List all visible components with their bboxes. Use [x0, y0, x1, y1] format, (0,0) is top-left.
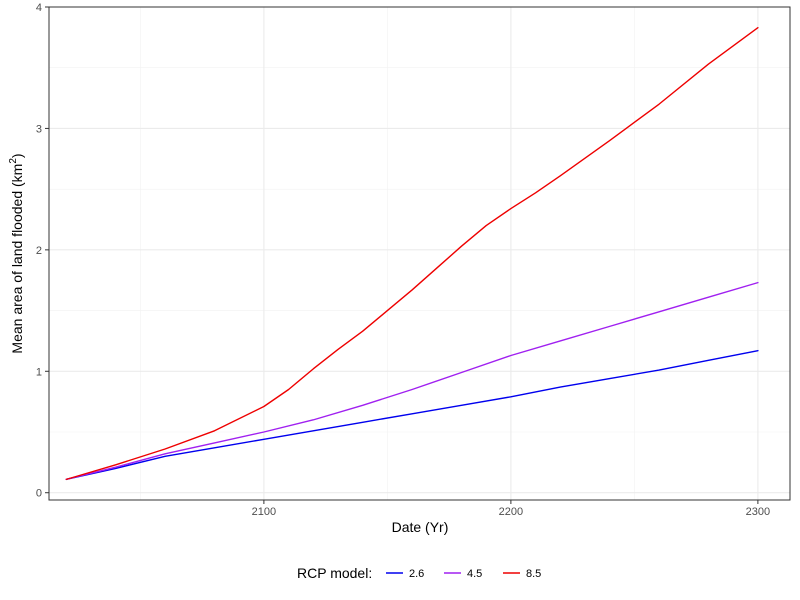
y-axis-title: Mean area of land flooded (km2)	[8, 153, 25, 353]
legend-label-2-6: 2.6	[409, 568, 424, 580]
series-layer	[65, 26, 759, 481]
y-axis-title-superscript: 2	[8, 158, 19, 164]
x-tick-label: 2200	[499, 506, 523, 518]
axis-layer: 2100 2200 2300 0 1 2 3 4	[36, 2, 770, 518]
y-tick-label: 0	[36, 488, 42, 500]
legend: RCP model: 2.6 4.5 8.5	[297, 565, 541, 581]
grid-layer	[49, 6, 790, 500]
legend-title: RCP model:	[297, 565, 372, 581]
legend-label-4-5: 4.5	[467, 568, 482, 580]
series-line-4-5	[65, 281, 759, 481]
y-tick-label: 3	[36, 123, 42, 135]
series-line-2-6	[65, 349, 759, 481]
legend-label-8-5: 8.5	[526, 568, 541, 580]
y-tick-label: 2	[36, 245, 42, 257]
x-tick-label: 2300	[746, 506, 770, 518]
y-axis-title-text: Mean area of land flooded (km	[9, 164, 25, 354]
plot-panel	[49, 7, 790, 500]
y-tick-label: 1	[36, 366, 42, 378]
y-axis-title-suffix: )	[9, 153, 25, 158]
plot-border	[48, 6, 791, 501]
y-tick-label: 4	[36, 2, 42, 14]
x-axis-title: Date (Yr)	[392, 519, 449, 535]
legend-items: 2.6 4.5 8.5	[386, 568, 541, 580]
x-tick-label: 2100	[252, 506, 276, 518]
series-line-8-5	[65, 26, 759, 481]
